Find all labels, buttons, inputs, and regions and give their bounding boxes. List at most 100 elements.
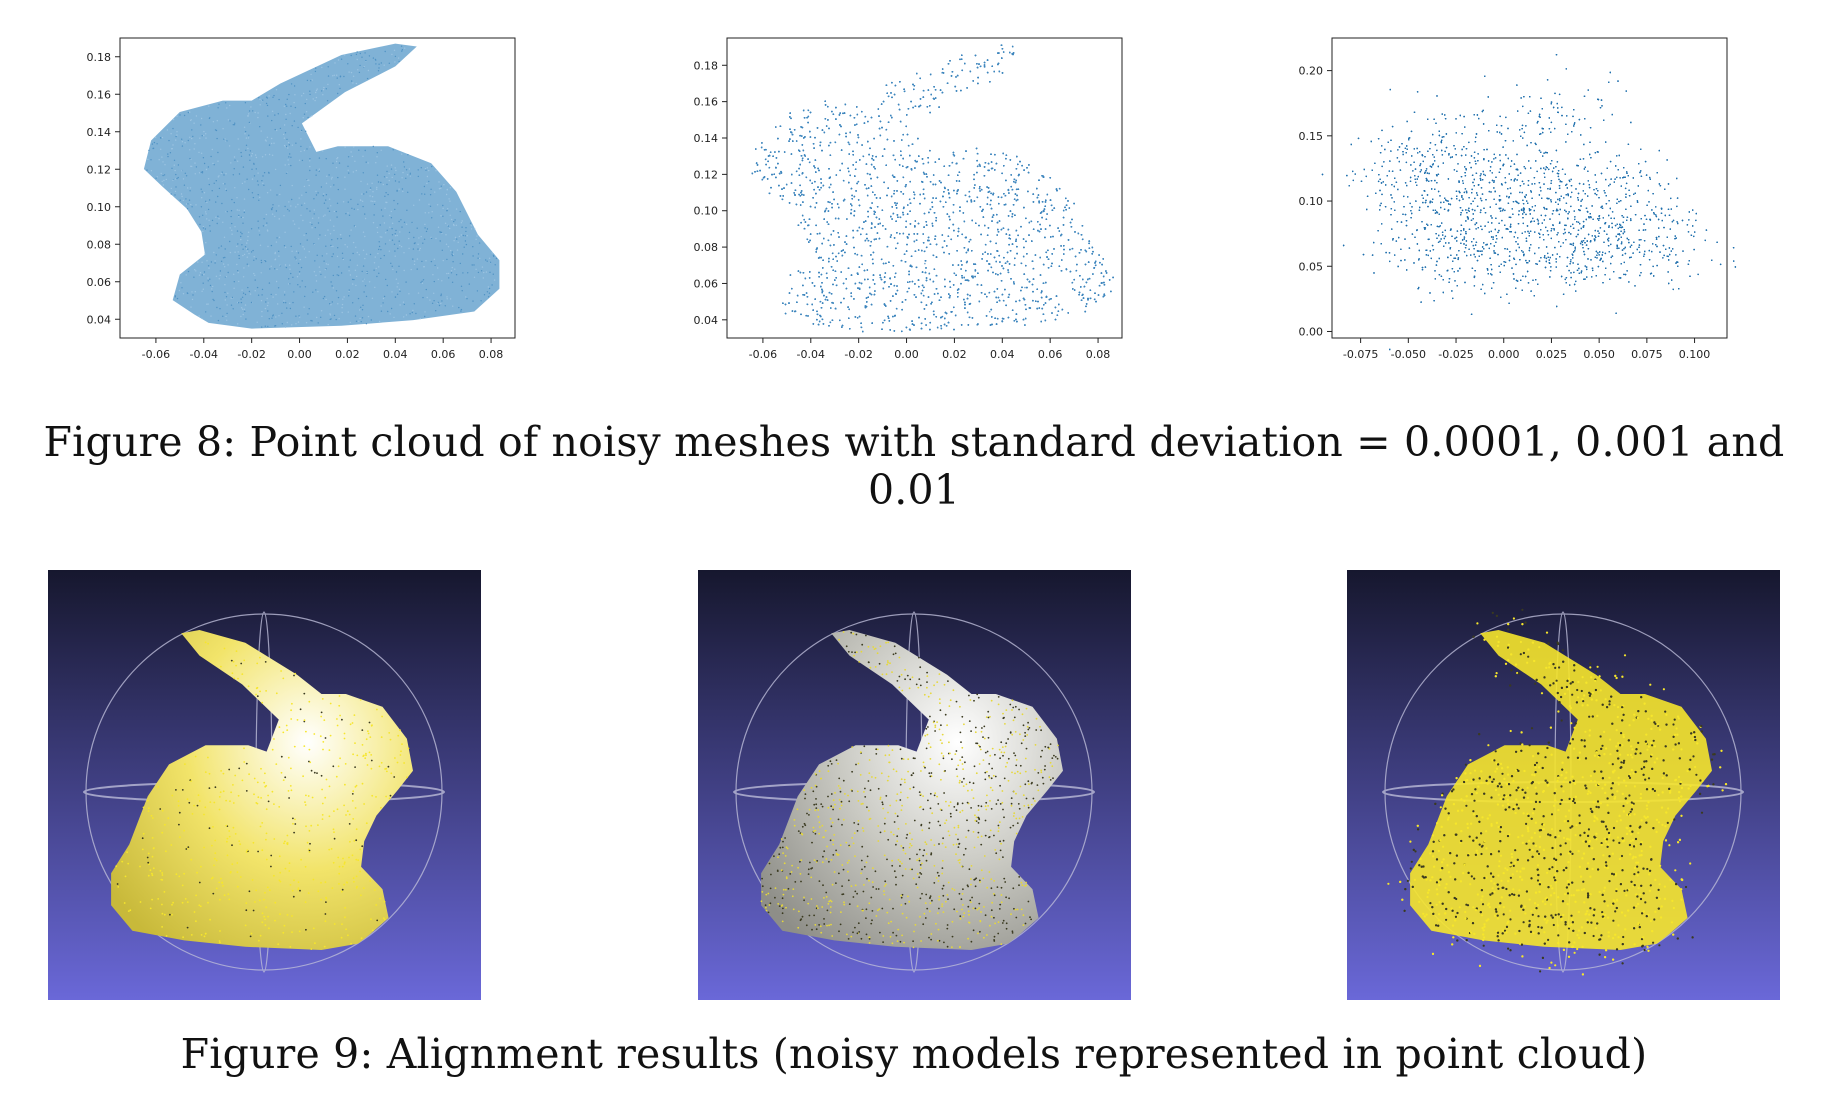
point	[360, 180, 362, 183]
point	[390, 210, 392, 213]
point	[293, 85, 296, 87]
point	[156, 176, 158, 178]
point	[233, 156, 236, 158]
point	[160, 137, 162, 139]
point	[332, 253, 334, 255]
point	[200, 152, 203, 154]
point	[271, 137, 273, 140]
point	[435, 237, 437, 240]
point	[392, 268, 394, 271]
point	[212, 298, 214, 301]
point	[307, 313, 309, 315]
point	[199, 137, 201, 139]
point	[271, 317, 273, 319]
point	[247, 286, 249, 289]
point	[465, 227, 467, 229]
point	[201, 191, 203, 193]
point	[478, 242, 481, 244]
point	[402, 301, 405, 303]
point	[309, 169, 311, 172]
point	[391, 265, 393, 267]
point	[304, 295, 306, 298]
point	[448, 277, 450, 279]
point	[350, 229, 352, 231]
point	[430, 188, 432, 190]
point	[211, 219, 214, 222]
point	[225, 189, 228, 192]
point	[438, 188, 441, 190]
point	[187, 203, 189, 205]
point	[277, 303, 279, 305]
point	[374, 200, 376, 203]
point	[385, 201, 387, 203]
point	[240, 216, 242, 218]
point	[417, 175, 419, 178]
point	[292, 301, 294, 304]
point	[368, 55, 371, 57]
point	[201, 274, 203, 276]
point	[376, 226, 378, 229]
point	[485, 259, 487, 261]
point	[180, 282, 182, 284]
point	[315, 89, 318, 92]
point	[200, 188, 202, 190]
point-cloud	[143, 43, 500, 329]
point	[240, 151, 242, 154]
point	[377, 252, 379, 255]
point	[329, 314, 332, 316]
point	[242, 276, 245, 278]
point	[318, 217, 320, 219]
point	[419, 317, 422, 320]
point	[265, 301, 267, 303]
point	[283, 291, 286, 293]
point	[311, 223, 313, 226]
point	[413, 204, 415, 206]
point	[236, 263, 238, 266]
point	[446, 296, 448, 298]
point	[232, 174, 234, 176]
point	[219, 274, 221, 277]
point	[295, 142, 297, 144]
point	[288, 201, 290, 203]
point	[288, 283, 290, 285]
point	[1024, 286, 1026, 289]
point	[417, 243, 419, 245]
point	[440, 231, 443, 234]
point	[247, 114, 249, 117]
point	[186, 208, 189, 210]
point	[377, 70, 380, 72]
point	[413, 260, 416, 262]
point	[428, 203, 430, 205]
point	[278, 205, 280, 207]
point	[243, 211, 245, 214]
point	[348, 71, 350, 73]
point	[254, 279, 256, 281]
point	[399, 244, 401, 247]
point	[440, 185, 442, 187]
point	[414, 242, 416, 244]
point	[234, 226, 236, 228]
point	[348, 270, 350, 272]
point	[181, 138, 183, 140]
point	[191, 291, 193, 293]
point	[284, 246, 287, 248]
point	[207, 166, 210, 168]
point	[244, 293, 247, 296]
point	[333, 314, 336, 317]
point	[424, 212, 426, 214]
point	[295, 258, 297, 260]
point	[403, 252, 405, 254]
point	[476, 290, 479, 292]
point	[294, 106, 297, 109]
point	[368, 281, 371, 283]
point	[291, 198, 293, 201]
point	[356, 251, 358, 254]
point	[279, 264, 281, 266]
point	[222, 221, 224, 223]
point	[186, 292, 188, 294]
point	[450, 270, 453, 272]
point	[366, 271, 368, 274]
point	[452, 253, 455, 255]
point	[409, 174, 411, 176]
point	[376, 152, 378, 154]
